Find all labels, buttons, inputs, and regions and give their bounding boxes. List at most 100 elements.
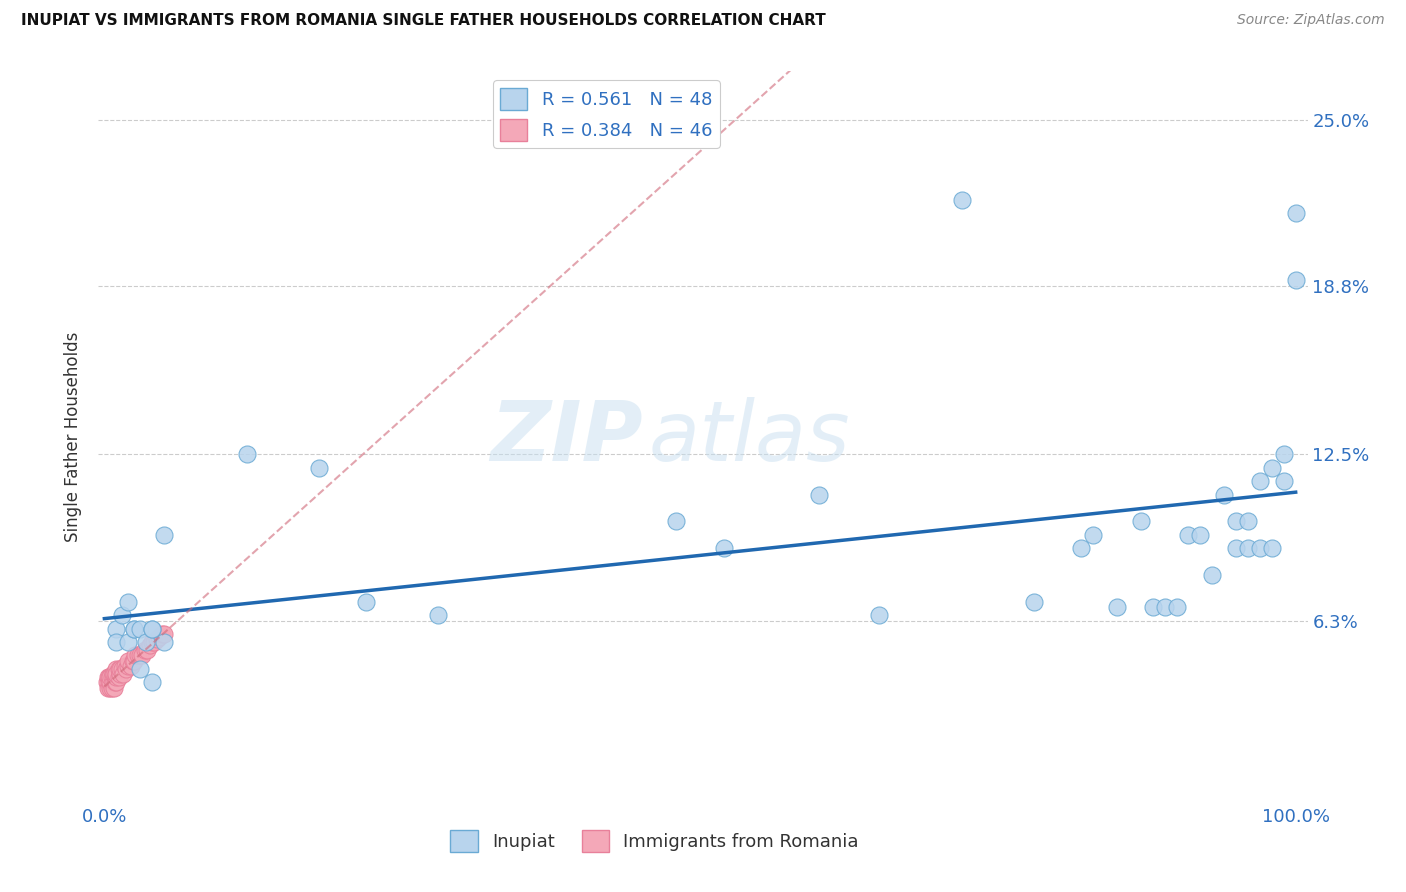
Point xyxy=(356,595,378,609)
Point xyxy=(153,627,176,641)
Point xyxy=(104,675,127,690)
Point xyxy=(105,670,128,684)
Point xyxy=(1285,273,1308,287)
Point xyxy=(665,515,688,529)
Point xyxy=(122,622,145,636)
Point xyxy=(107,662,129,676)
Point xyxy=(98,670,121,684)
Legend: Inupiat, Immigrants from Romania: Inupiat, Immigrants from Romania xyxy=(443,823,866,860)
Point xyxy=(426,608,449,623)
Point xyxy=(114,662,136,676)
Text: ZIP: ZIP xyxy=(489,397,643,477)
Point xyxy=(105,675,128,690)
Point xyxy=(124,648,146,663)
Point xyxy=(107,670,129,684)
Point xyxy=(1261,461,1284,475)
Point xyxy=(1177,528,1199,542)
Point xyxy=(97,670,120,684)
Point xyxy=(153,528,176,542)
Point xyxy=(808,488,831,502)
Point xyxy=(150,627,173,641)
Point xyxy=(98,681,121,695)
Point xyxy=(1237,515,1260,529)
Point xyxy=(1272,448,1295,462)
Point xyxy=(129,648,152,663)
Point xyxy=(122,654,145,668)
Point xyxy=(114,659,136,673)
Point xyxy=(100,681,122,695)
Point xyxy=(1105,600,1128,615)
Point xyxy=(143,635,166,649)
Point xyxy=(146,632,169,647)
Point xyxy=(100,670,122,684)
Point xyxy=(117,654,139,668)
Point xyxy=(1070,541,1092,556)
Point xyxy=(1201,568,1223,582)
Point xyxy=(1081,528,1104,542)
Point xyxy=(1249,541,1271,556)
Point xyxy=(101,675,124,690)
Point xyxy=(1285,206,1308,220)
Point xyxy=(1153,600,1175,615)
Point xyxy=(103,667,125,681)
Point xyxy=(101,667,124,681)
Point xyxy=(1272,475,1295,489)
Point xyxy=(1237,541,1260,556)
Point xyxy=(105,635,128,649)
Point xyxy=(1022,595,1045,609)
Point xyxy=(141,635,163,649)
Point xyxy=(1213,488,1236,502)
Point xyxy=(136,643,159,657)
Point xyxy=(98,670,121,684)
Point xyxy=(122,654,145,668)
Point xyxy=(98,675,121,690)
Point xyxy=(111,608,134,623)
Point xyxy=(1249,475,1271,489)
Point xyxy=(1189,528,1212,542)
Point xyxy=(127,648,149,663)
Point xyxy=(105,622,128,636)
Point xyxy=(713,541,735,556)
Point xyxy=(111,662,134,676)
Point xyxy=(153,635,176,649)
Point xyxy=(105,667,128,681)
Point xyxy=(117,595,139,609)
Point xyxy=(135,635,157,649)
Point xyxy=(96,675,118,690)
Point xyxy=(868,608,890,623)
Point xyxy=(1166,600,1188,615)
Point xyxy=(129,622,152,636)
Point xyxy=(141,622,163,636)
Point xyxy=(1142,600,1164,615)
Point xyxy=(129,662,152,676)
Point xyxy=(138,638,160,652)
Point xyxy=(117,659,139,673)
Text: INUPIAT VS IMMIGRANTS FROM ROMANIA SINGLE FATHER HOUSEHOLDS CORRELATION CHART: INUPIAT VS IMMIGRANTS FROM ROMANIA SINGL… xyxy=(21,13,825,29)
Point xyxy=(1225,515,1247,529)
Point xyxy=(105,667,128,681)
Point xyxy=(131,648,153,663)
Text: Source: ZipAtlas.com: Source: ZipAtlas.com xyxy=(1237,13,1385,28)
Point xyxy=(1225,541,1247,556)
Point xyxy=(950,193,973,207)
Point xyxy=(117,635,139,649)
Point xyxy=(1261,541,1284,556)
Point xyxy=(97,681,120,695)
Point xyxy=(103,681,125,695)
Point xyxy=(308,461,330,475)
Point xyxy=(141,622,163,636)
Text: atlas: atlas xyxy=(648,397,851,477)
Point xyxy=(112,667,135,681)
Point xyxy=(105,662,128,676)
Point xyxy=(120,659,142,673)
Point xyxy=(122,622,145,636)
Y-axis label: Single Father Households: Single Father Households xyxy=(65,332,83,542)
Point xyxy=(108,667,131,681)
Point xyxy=(98,675,121,690)
Point xyxy=(236,448,259,462)
Point xyxy=(108,662,131,676)
Point xyxy=(1129,515,1152,529)
Point xyxy=(134,643,156,657)
Point xyxy=(141,675,163,690)
Point xyxy=(148,630,170,644)
